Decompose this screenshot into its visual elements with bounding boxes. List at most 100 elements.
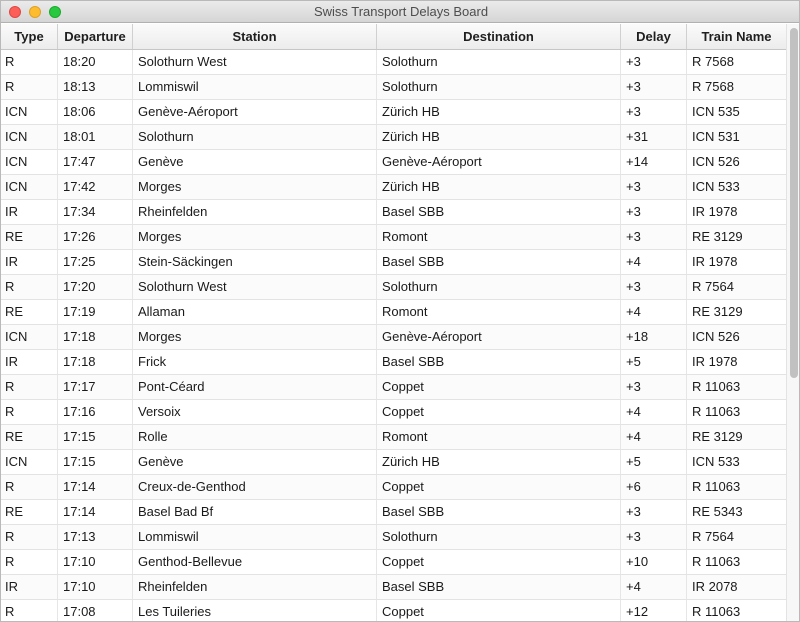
train-name-cell: R 11063 — [692, 379, 741, 394]
station-cell: Genthod-Bellevue — [133, 550, 377, 574]
table-row[interactable]: R 17:16 Versoix Coppet +4 R 11063 — [1, 400, 786, 425]
train-name-cell: R 11063 — [692, 554, 741, 569]
type-cell: IR — [1, 200, 58, 224]
departure-cell: 17:20 — [58, 275, 133, 299]
station-cell: Creux-de-Genthod — [133, 475, 377, 499]
table-row[interactable]: IR 17:10 Rheinfelden Basel SBB +4 IR 2078 — [1, 575, 786, 600]
station-cell: Frick — [133, 350, 377, 374]
delay-cell: +3 — [621, 525, 687, 549]
table-row[interactable]: R 17:17 Pont-Céard Coppet +3 R 11063 — [1, 375, 786, 400]
departure-cell: 18:06 — [58, 100, 133, 124]
delay-cell: +3 — [621, 175, 687, 199]
departure-cell: 17:18 — [58, 325, 133, 349]
table-row[interactable]: IR 17:34 Rheinfelden Basel SBB +3 IR 1978 — [1, 200, 786, 225]
destination-cell: Solothurn — [377, 275, 621, 299]
table-row[interactable]: IR 17:25 Stein-Säckingen Basel SBB +4 IR 1978 — [1, 250, 786, 275]
station-cell: Rheinfelden — [133, 200, 377, 224]
scrollbar-thumb[interactable] — [790, 28, 798, 378]
table-row[interactable]: ICN 18:06 Genève-Aéroport Zürich HB +3 ICN 53… — [1, 100, 786, 125]
type-cell: IR — [1, 350, 58, 374]
column-header-departure[interactable]: Departure — [58, 24, 133, 49]
delay-cell: +5 — [621, 350, 687, 374]
column-header-destination[interactable]: Destination — [377, 24, 621, 49]
train-name-cell: R 11063 — [692, 604, 741, 619]
departure-cell: 17:42 — [58, 175, 133, 199]
type-cell: RE — [1, 425, 58, 449]
delay-cell: +3 — [621, 50, 687, 74]
delay-cell: +3 — [621, 75, 687, 99]
column-header-delay[interactable]: Delay — [621, 24, 687, 49]
destination-cell: Zürich HB — [377, 100, 621, 124]
title-bar[interactable]: Swiss Transport Delays Board — [1, 1, 799, 23]
destination-cell: Basel SBB — [377, 250, 621, 274]
departure-cell: 18:20 — [58, 50, 133, 74]
table-row[interactable]: RE 17:14 Basel Bad Bf Basel SBB +3 RE 5343 — [1, 500, 786, 525]
table-row[interactable]: RE 17:15 Rolle Romont +4 RE 3129 — [1, 425, 786, 450]
delay-cell: +5 — [621, 450, 687, 474]
type-cell: IR — [1, 575, 58, 599]
station-cell: Basel Bad Bf — [133, 500, 377, 524]
delay-cell: +12 — [621, 600, 687, 621]
maximize-window-button[interactable] — [49, 6, 61, 18]
train-name-cell: R 11063 — [692, 479, 741, 494]
station-cell: Genève-Aéroport — [133, 100, 377, 124]
table-row[interactable]: R 18:13 Lommiswil Solothurn +3 R 7568 — [1, 75, 786, 100]
table-row[interactable]: ICN 17:47 Genève Genève-Aéroport +14 ICN 526 — [1, 150, 786, 175]
delay-cell: +3 — [621, 200, 687, 224]
departure-cell: 17:10 — [58, 550, 133, 574]
train-name-cell: ICN 526 — [692, 329, 740, 344]
train-name-cell: IR 1978 — [692, 204, 738, 219]
type-cell: R — [1, 50, 58, 74]
table-row[interactable]: RE 17:19 Allaman Romont +4 RE 3129 — [1, 300, 786, 325]
table-row[interactable]: ICN 17:18 Morges Genève-Aéroport +18 ICN 526 — [1, 325, 786, 350]
departure-cell: 17:19 — [58, 300, 133, 324]
window-title: Swiss Transport Delays Board — [313, 4, 489, 19]
train-name-cell: ICN 531 — [692, 129, 740, 144]
train-name-cell: IR 1978 — [692, 254, 738, 269]
delay-cell: +4 — [621, 425, 687, 449]
station-cell: Morges — [133, 225, 377, 249]
column-header-station[interactable]: Station — [133, 24, 377, 49]
departure-cell: 17:15 — [58, 425, 133, 449]
table-row[interactable]: IR 17:18 Frick Basel SBB +5 IR 1978 — [1, 350, 786, 375]
type-cell: R — [1, 525, 58, 549]
type-cell: R — [1, 275, 58, 299]
destination-cell: Coppet — [377, 400, 621, 424]
train-name-cell: RE 5343 — [692, 504, 743, 519]
departure-cell: 17:25 — [58, 250, 133, 274]
delay-cell: +4 — [621, 400, 687, 424]
delay-cell: +4 — [621, 575, 687, 599]
vertical-scrollbar[interactable] — [786, 24, 799, 621]
destination-cell: Basel SBB — [377, 350, 621, 374]
table-row[interactable]: ICN 18:01 Solothurn Zürich HB +31 ICN 531 — [1, 125, 786, 150]
train-name-cell: ICN 526 — [692, 154, 740, 169]
train-name-cell: ICN 533 — [692, 454, 740, 469]
type-cell: RE — [1, 500, 58, 524]
column-header-train-name[interactable]: Train Name — [701, 29, 772, 44]
type-cell: R — [1, 75, 58, 99]
destination-cell: Genève-Aéroport — [377, 325, 621, 349]
station-cell: Allaman — [133, 300, 377, 324]
station-cell: Lommiswil — [133, 525, 377, 549]
table-row[interactable]: R 17:10 Genthod-Bellevue Coppet +10 R 11063 — [1, 550, 786, 575]
train-name-cell: R 11063 — [692, 404, 741, 419]
train-name-cell: RE 3129 — [692, 229, 743, 244]
table-row[interactable]: R 17:08 Les Tuileries Coppet +12 R 11063 — [1, 600, 786, 621]
table-row[interactable]: R 17:20 Solothurn West Solothurn +3 R 7564 — [1, 275, 786, 300]
table-row[interactable]: R 17:13 Lommiswil Solothurn +3 R 7564 — [1, 525, 786, 550]
table-row[interactable]: R 18:20 Solothurn West Solothurn +3 R 7568 — [1, 50, 786, 75]
table-row[interactable]: R 17:14 Creux-de-Genthod Coppet +6 R 11063 — [1, 475, 786, 500]
minimize-window-button[interactable] — [29, 6, 41, 18]
table-row[interactable]: RE 17:26 Morges Romont +3 RE 3129 — [1, 225, 786, 250]
train-name-cell: R 7568 — [692, 79, 734, 94]
delay-cell: +3 — [621, 275, 687, 299]
delay-cell: +3 — [621, 100, 687, 124]
train-name-cell: R 7564 — [692, 279, 734, 294]
table-row[interactable]: ICN 17:42 Morges Zürich HB +3 ICN 533 — [1, 175, 786, 200]
type-cell: ICN — [1, 125, 58, 149]
station-cell: Les Tuileries — [133, 600, 377, 621]
close-window-button[interactable] — [9, 6, 21, 18]
column-header-type[interactable]: Type — [1, 24, 58, 49]
table-row[interactable]: ICN 17:15 Genève Zürich HB +5 ICN 533 — [1, 450, 786, 475]
